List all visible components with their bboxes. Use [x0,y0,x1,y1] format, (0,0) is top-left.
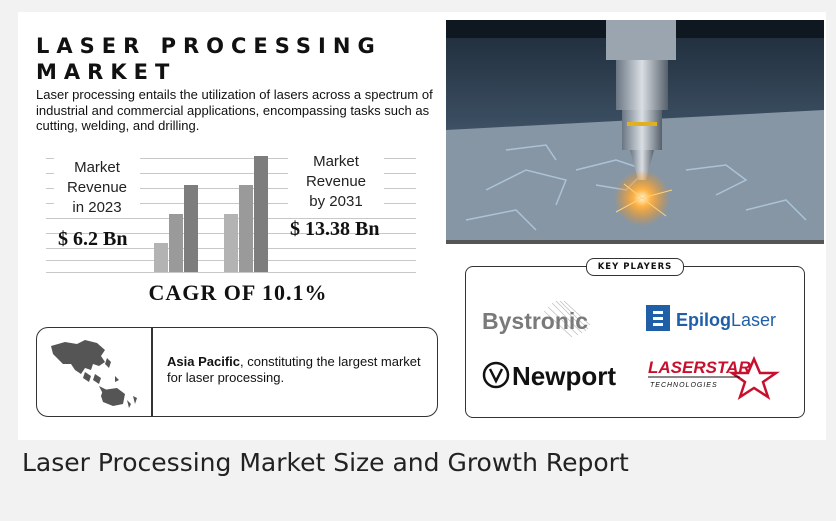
revenue-2023-value: $ 6.2 Bn [58,228,128,250]
epilog-laser-logo: EpilogLaser [644,303,804,335]
chart-bar [224,214,238,272]
bystronic-logo-text: Bystronic [482,308,588,334]
infographic-title-line1: LASER PROCESSING [36,34,382,58]
laserstar-logo: LASERSTAR TECHNOLOGIES [644,351,794,403]
label-line: Revenue [305,173,367,190]
laserstar-logo-subtext: TECHNOLOGIES [650,382,718,389]
epilog-logo-suffix: Laser [731,310,776,330]
key-players-box: KEY PLAYERS Bystronic EpilogLaser [465,258,805,418]
infographic-card: LASER PROCESSING MARKET Laser processing… [18,12,826,440]
label-line: in 2023 [72,199,122,216]
gridline [46,173,416,174]
region-callout: Asia Pacific, constituting the largest m… [36,327,438,417]
bystronic-logo: Bystronic [482,300,632,338]
laser-cutting-photo [446,20,824,244]
chart-bar [169,214,183,272]
svg-text:EpilogLaser: EpilogLaser [676,310,776,330]
region-description: Asia Pacific, constituting the largest m… [167,354,437,386]
newport-logo: Newport [482,355,632,395]
gridline [46,188,416,189]
asia-pacific-map-icon [45,334,145,410]
gridline [46,158,416,159]
key-players-label: KEY PLAYERS [586,258,684,276]
region-detail: , constituting the largest market for la… [167,354,421,385]
newport-logo-text: Newport [512,361,616,391]
market-description: Laser processing entails the utilization… [36,87,433,133]
region-divider [151,328,153,416]
image-caption: Laser Processing Market Size and Growth … [22,448,629,477]
gridline [46,272,416,273]
revenue-2031-label: Market Revenue by 2031 [288,152,384,212]
label-line: by 2031 [309,193,363,210]
cagr-text: CAGR OF 10.1% [148,280,328,305]
label-line: Market [313,153,359,170]
chart-bar [184,185,198,272]
revenue-2023-label: Market Revenue in 2023 [54,158,140,218]
chart-bar [154,243,168,272]
region-name: Asia Pacific [167,354,240,369]
label-line: Revenue [66,179,128,196]
chart-bar [254,156,268,272]
label-line: Market [74,159,120,176]
infographic-title-line2: MARKET [36,60,177,84]
epilog-logo-text: Epilog [676,310,731,330]
revenue-2031-value: $ 13.38 Bn [290,218,380,240]
gridline [46,203,416,204]
laserstar-logo-text: LASERSTAR [648,358,751,377]
chart-bar [239,185,253,272]
